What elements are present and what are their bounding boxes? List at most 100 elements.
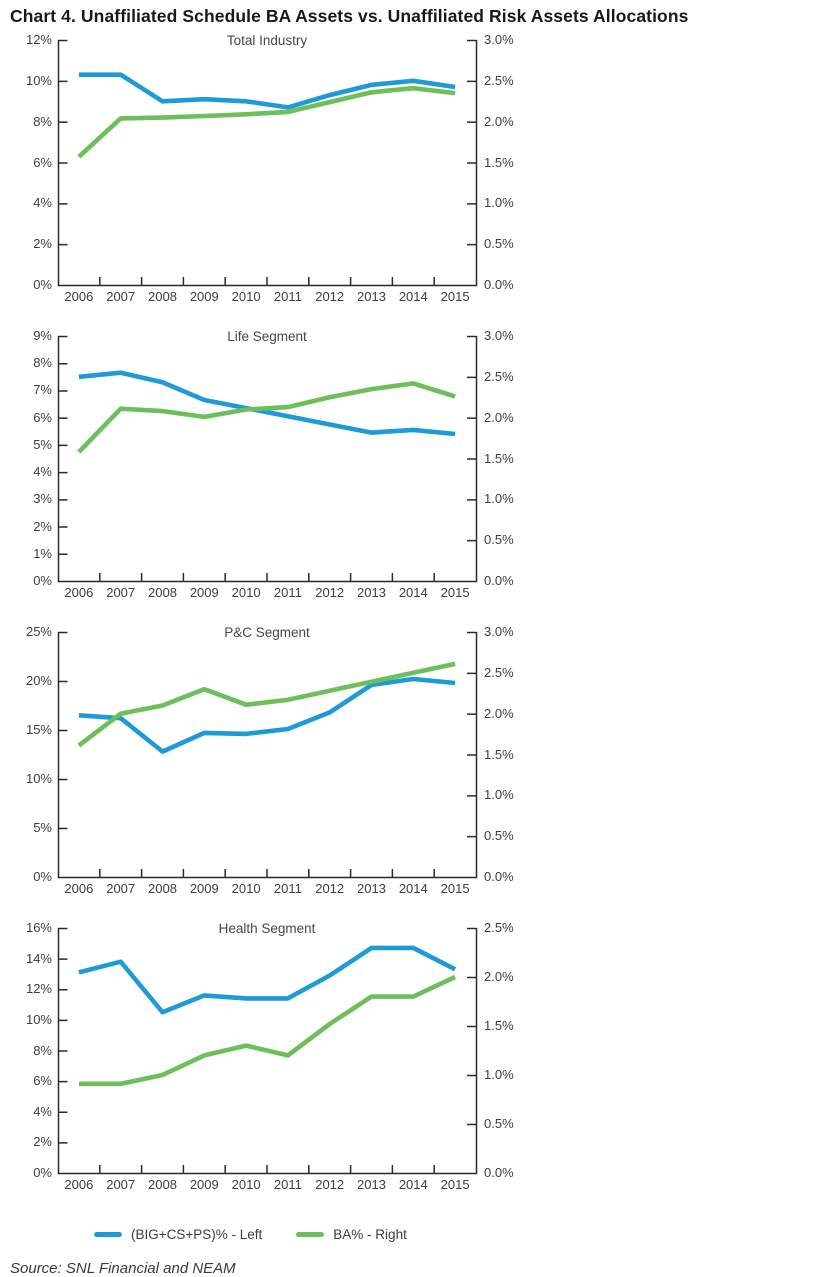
x-axis-tick-label: 2014 xyxy=(398,1177,428,1192)
left-axis-tick-label: 2% xyxy=(33,236,52,252)
left-axis-tick-label: 2% xyxy=(33,518,52,534)
x-axis-tick-label: 2011 xyxy=(273,585,302,600)
x-axis-tick-label: 2009 xyxy=(189,585,219,600)
source-citation: Source: SNL Financial and NEAM xyxy=(10,1260,236,1277)
left-axis-tick-label: 2% xyxy=(33,1134,52,1150)
left-axis-tick-label: 14% xyxy=(25,950,52,966)
left-axis-tick-label: 5% xyxy=(33,436,52,452)
legend-item-big-cs-ps: (BIG+CS+PS)% - Left xyxy=(94,1227,262,1242)
right-axis-tick-label: 0.5% xyxy=(484,236,514,252)
series-line-ba-right xyxy=(77,85,456,159)
x-axis-tick-label: 2007 xyxy=(106,585,136,600)
chart-p-c-segment: P&C Segment 25% 20% 15% 10% 5% 0% 3.0% 2.5% 2.0% 1… xyxy=(10,624,526,920)
left-axis-tick-label: 6% xyxy=(33,1073,52,1089)
chart-life-segment: Life Segment 9% 8% 7% 6% 5% 4% 3% 2% 1% 0% 3.0% 2.5%… xyxy=(10,328,526,624)
series-line-ba-right xyxy=(78,974,457,1087)
left-axis-tick-label: 5% xyxy=(33,820,52,835)
left-axis-tick-label: 0% xyxy=(33,1165,52,1180)
right-axis-tick-label: 3.0% xyxy=(484,328,514,343)
x-axis-tick-label: 2011 xyxy=(273,289,302,304)
right-axis-tick-label: 1.5% xyxy=(484,1018,514,1033)
chart-plot-area xyxy=(57,335,478,583)
x-axis-tick-label: 2014 xyxy=(398,881,428,896)
x-axis-tick-label: 2007 xyxy=(106,881,136,896)
x-axis-tick-label: 2015 xyxy=(440,881,470,896)
x-axis-tick-label: 2014 xyxy=(398,289,428,304)
x-axis-tick-label: 2013 xyxy=(357,289,386,304)
charts-container: Total Industry 12% 10% 8% 6% 4% 2% 0% 3.0% 2.5% 2.… xyxy=(10,32,823,1216)
right-axis-tick-label: 2.5% xyxy=(484,664,514,680)
x-axis-tick-label: 2011 xyxy=(273,1177,302,1192)
left-axis-tick-label: 12% xyxy=(25,981,52,997)
right-axis-tick-label: 2.0% xyxy=(484,969,514,984)
right-axis-tick-label: 0.0% xyxy=(484,573,514,588)
axis-frame xyxy=(57,927,478,1175)
right-axis-tick-label: 1.5% xyxy=(484,450,514,466)
chart-title: Health Segment xyxy=(218,921,316,936)
x-axis-tick-label: 2012 xyxy=(315,1177,345,1192)
x-axis-tick-label: 2010 xyxy=(231,1177,261,1192)
x-axis-tick-label: 2007 xyxy=(106,1177,136,1192)
right-axis-tick-label: 2.5% xyxy=(484,920,514,935)
x-axis-tick-label: 2012 xyxy=(315,289,345,304)
x-axis-tick-label: 2014 xyxy=(398,585,428,600)
left-axis-tick-label: 16% xyxy=(25,920,52,935)
left-axis-tick-label: 15% xyxy=(25,722,52,737)
right-axis-tick-label: 1.0% xyxy=(484,491,514,507)
x-axis-tick-label: 2013 xyxy=(357,1177,386,1192)
right-axis-tick-label: 2.0% xyxy=(484,705,514,721)
left-axis-tick-label: 0% xyxy=(33,869,52,884)
right-axis-tick-label: 1.0% xyxy=(484,195,514,211)
x-axis-tick-label: 2006 xyxy=(64,289,94,304)
right-axis-tick-label: 0.5% xyxy=(484,532,514,548)
left-axis-tick-label: 6% xyxy=(33,154,52,170)
x-axis-tick-label: 2006 xyxy=(64,585,94,600)
chart-health-segment: Health Segment 16% 14% 12% 10% 8% 6% 4% 2% 0% 2.5%… xyxy=(10,920,526,1216)
series-line-big-cs-ps-left xyxy=(78,676,456,754)
x-axis-tick-label: 2015 xyxy=(440,585,470,600)
left-axis-tick-label: 3% xyxy=(33,491,52,507)
right-axis-tick-label: 2.5% xyxy=(484,368,514,384)
left-axis-tick-label: 0% xyxy=(33,573,52,588)
left-axis-tick-label: 25% xyxy=(25,624,52,639)
left-axis-tick-label: 8% xyxy=(33,1042,52,1058)
series-line-ba-right xyxy=(77,381,456,454)
chart-plot-area xyxy=(57,39,478,287)
x-axis-tick-label: 2007 xyxy=(106,289,136,304)
chart-title: P&C Segment xyxy=(224,625,310,640)
x-axis-tick-label: 2009 xyxy=(189,1177,219,1192)
chart-plot-area xyxy=(57,631,478,879)
axis-frame xyxy=(57,39,478,287)
axis-frame xyxy=(57,335,478,583)
legend: (BIG+CS+PS)% - Left BA% - Right xyxy=(94,1224,823,1244)
right-axis-tick-label: 1.5% xyxy=(484,154,514,170)
x-axis-tick-label: 2013 xyxy=(357,881,386,896)
right-axis-tick-label: 1.0% xyxy=(484,1067,514,1082)
x-axis-tick-label: 2013 xyxy=(357,585,386,600)
axis-frame xyxy=(57,631,478,879)
left-axis-tick-label: 20% xyxy=(25,673,52,688)
series-line-big-cs-ps-left xyxy=(78,370,456,437)
right-axis-tick-label: 0.0% xyxy=(484,1165,514,1180)
left-axis-tick-label: 0% xyxy=(33,277,52,292)
left-axis-tick-label: 6% xyxy=(33,409,52,425)
right-axis-tick-label: 0.5% xyxy=(484,1116,514,1131)
left-axis-tick-label: 7% xyxy=(33,382,52,398)
x-axis-tick-label: 2011 xyxy=(273,881,302,896)
right-axis-tick-label: 1.0% xyxy=(484,787,514,803)
chart-title: Total Industry xyxy=(226,33,308,48)
chart-plot-area xyxy=(57,927,478,1175)
series-line-ba-right xyxy=(77,661,456,748)
x-axis-tick-label: 2008 xyxy=(148,585,177,600)
left-axis-tick-label: 10% xyxy=(25,771,52,786)
left-axis-tick-label: 1% xyxy=(33,545,52,561)
series-line-big-cs-ps-left xyxy=(78,945,457,1015)
right-axis-tick-label: 2.0% xyxy=(484,409,514,425)
left-axis-tick-label: 10% xyxy=(25,1011,52,1027)
x-axis-tick-label: 2009 xyxy=(189,881,219,896)
x-axis-tick-label: 2008 xyxy=(148,881,177,896)
x-axis-tick-label: 2010 xyxy=(231,289,261,304)
x-axis-tick-label: 2008 xyxy=(148,289,177,304)
x-axis-tick-label: 2006 xyxy=(64,1177,94,1192)
